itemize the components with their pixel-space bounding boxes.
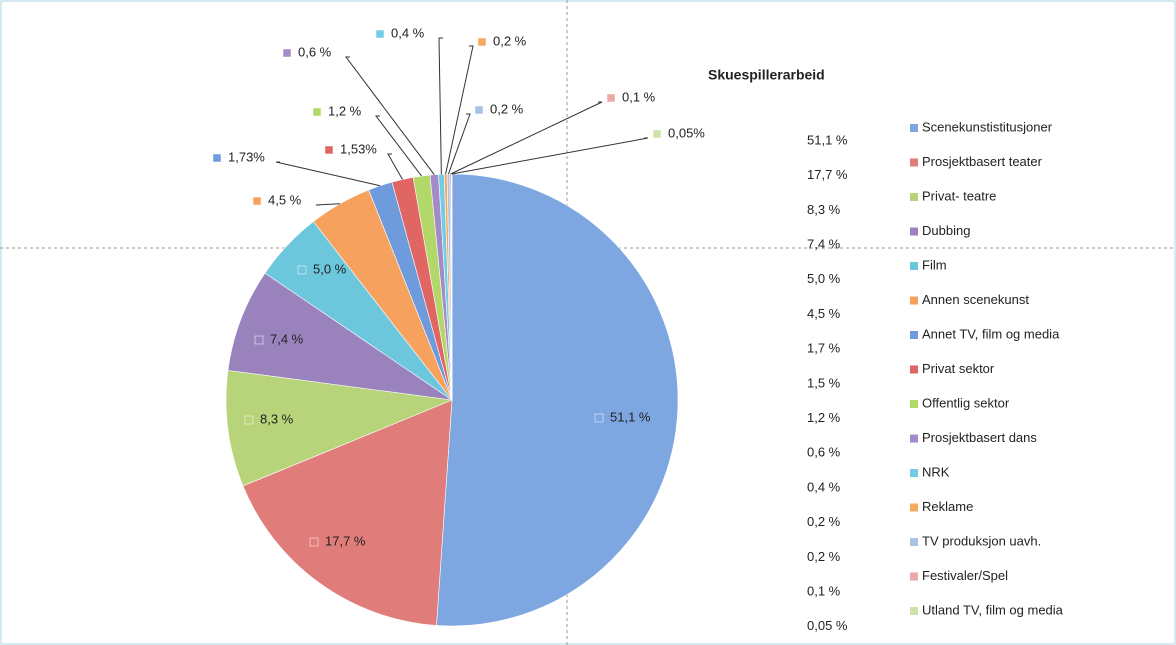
label-swatch (606, 93, 616, 103)
label-swatch (212, 153, 222, 163)
leader-line (315, 203, 340, 206)
data-label: 0,1 % (622, 89, 656, 104)
legend-value: 0,05 % (807, 618, 848, 633)
leader-line (275, 161, 381, 187)
legend-swatch (910, 434, 918, 443)
legend-swatch (910, 572, 918, 581)
legend-value: 1,5 % (807, 375, 841, 390)
legend-label: Film (922, 257, 947, 272)
legend-value: 8,3 % (807, 202, 841, 217)
data-label: 1,73% (228, 149, 265, 164)
legend-swatch (910, 607, 918, 615)
label-swatch (297, 265, 307, 275)
data-label: 7,4 % (270, 331, 304, 346)
label-swatch (375, 29, 385, 39)
legend-value: 0,1 % (807, 584, 841, 599)
data-label: 0,4 % (391, 25, 425, 40)
legend-swatch (910, 503, 918, 512)
leader-line (447, 113, 471, 175)
legend-label: Annet TV, film og media (922, 326, 1060, 341)
legend-label: Offentlig sektor (922, 395, 1010, 410)
label-swatch (477, 37, 487, 47)
label-swatch (652, 129, 662, 139)
data-label: 17,7 % (325, 533, 366, 548)
legend-swatch (910, 469, 918, 477)
legend-label: Prosjektbasert teater (922, 154, 1043, 169)
pie-slice (242, 399, 453, 626)
legend-label: Privat- teatre (922, 188, 996, 203)
data-label: 1,2 % (328, 103, 362, 118)
legend-label: Dubbing (922, 223, 970, 238)
legend-value: 0,2 % (807, 514, 841, 529)
label-swatch (282, 48, 292, 58)
leader-line (438, 37, 443, 175)
legend-label: Privat sektor (922, 361, 995, 376)
label-swatch (312, 107, 322, 117)
legend-value: 51,1 % (807, 132, 848, 147)
legend-label: Annen scenekunst (922, 292, 1029, 307)
legend-swatch (910, 400, 918, 408)
leader-line (345, 56, 435, 175)
pie-slice (227, 272, 453, 401)
legend-swatch (910, 227, 918, 236)
pie-slice (436, 173, 679, 627)
label-swatch (244, 415, 254, 425)
legend-label: Utland TV, film og media (922, 602, 1064, 617)
leader-line (450, 101, 603, 175)
data-label: 4,5 % (268, 192, 302, 207)
data-label: 0,2 % (493, 33, 527, 48)
leader-line (451, 137, 649, 175)
legend-swatch (910, 331, 918, 339)
legend-swatch (910, 158, 918, 167)
legend-swatch (910, 365, 918, 374)
chart-title: Skuespillerarbeid (708, 67, 825, 83)
legend-label: NRK (922, 464, 950, 479)
data-label: 0,2 % (490, 101, 524, 116)
data-label: 0,6 % (298, 44, 332, 59)
data-label: 5,0 % (313, 261, 347, 276)
legend-swatch (910, 193, 918, 201)
label-swatch (474, 105, 484, 115)
legend-value: 1,7 % (807, 341, 841, 356)
data-label: 1,53% (340, 141, 377, 156)
data-label: 51,1 % (610, 409, 651, 424)
pie-slice (225, 370, 454, 487)
data-label: 8,3 % (260, 411, 294, 426)
label-swatch (594, 413, 604, 423)
legend-value: 17,7 % (807, 167, 848, 182)
legend-value: 1,2 % (807, 410, 841, 425)
legend-value: 0,2 % (807, 549, 841, 564)
legend-label: Reklame (922, 499, 973, 514)
legend-swatch (910, 262, 918, 270)
data-label: 0,05% (668, 125, 705, 140)
leader-line (374, 115, 422, 177)
legend-value: 7,4 % (807, 237, 841, 252)
legend-value: 5,0 % (807, 271, 841, 286)
leader-line (445, 45, 474, 175)
legend-swatch (910, 124, 918, 132)
label-swatch (252, 196, 262, 206)
legend-label: Prosjektbasert dans (922, 430, 1037, 445)
legend-value: 4,5 % (807, 306, 841, 321)
legend-label: Scenekunstistitusjoner (922, 119, 1053, 134)
legend-value: 0,4 % (807, 479, 841, 494)
label-swatch (324, 145, 334, 155)
legend-swatch (910, 538, 918, 546)
leader-line (387, 153, 403, 180)
label-swatch (309, 537, 319, 547)
legend-swatch (910, 296, 918, 305)
legend-label: TV produksjon uavh. (922, 533, 1041, 548)
legend-value: 0,6 % (807, 445, 841, 460)
label-swatch (254, 335, 264, 345)
legend-label: Festivaler/Spel (922, 568, 1008, 583)
